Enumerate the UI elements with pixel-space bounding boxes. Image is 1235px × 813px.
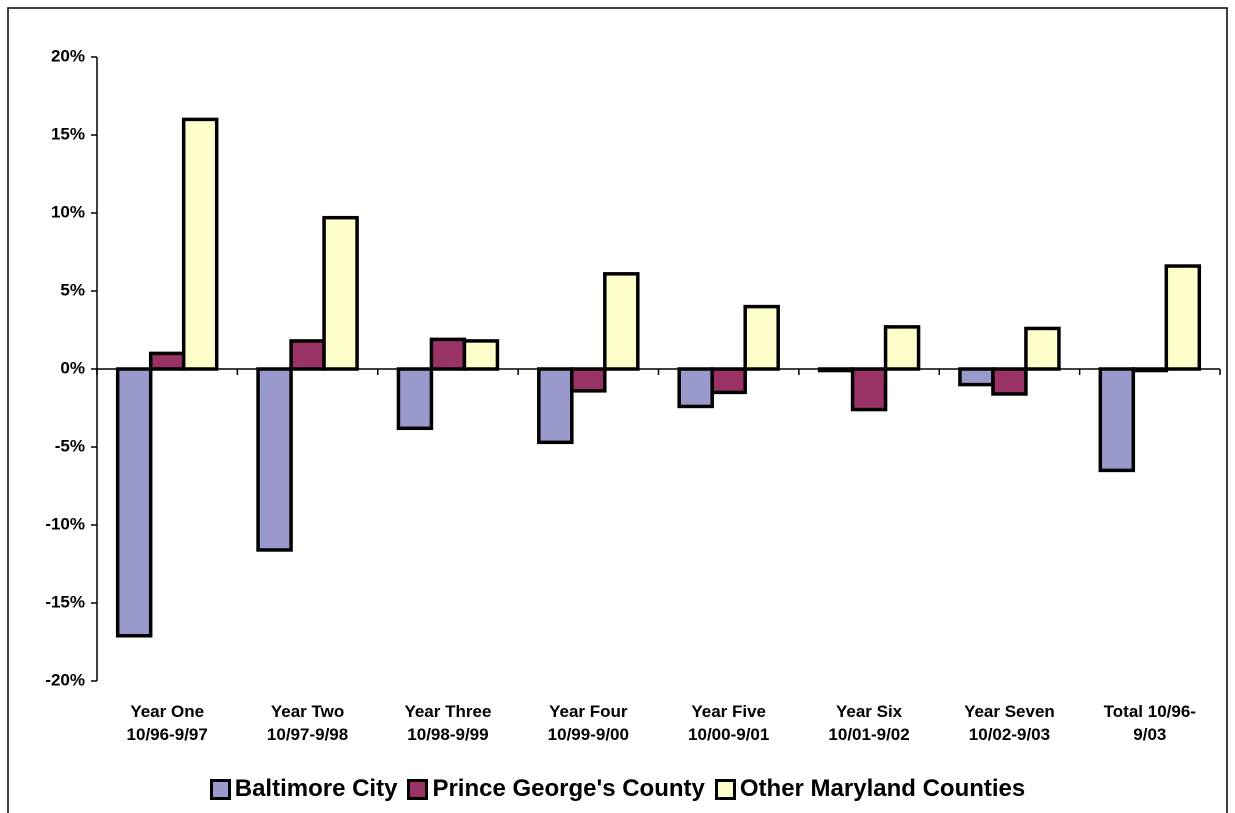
bar [148,351,186,371]
x-tick-label: Year Six 10/01-9/02 [828,702,910,744]
bar [991,367,1028,396]
bar [289,339,326,371]
legend-label: Other Maryland Counties [739,775,1026,802]
legend-item: Baltimore City [209,775,398,803]
legend-swatch [714,778,736,800]
bar [743,304,780,371]
bar [429,337,467,371]
bar [603,272,640,371]
bar [710,367,747,395]
y-tick-label: 20% [51,46,85,65]
y-tick-label: 10% [51,202,85,221]
legend-label: Prince George's County [432,775,705,802]
bar [322,215,359,371]
bar [1164,264,1202,371]
y-tick-label: 15% [51,124,85,143]
x-tick-label: Year Two 10/97-9/98 [266,702,349,744]
bar [958,367,995,387]
x-tick-label: Year Four 10/99-9/00 [547,702,629,744]
bar [1024,326,1061,371]
bar [570,367,607,393]
x-tick-label: Year Five 10/00-9/01 [688,702,770,744]
bar [1098,367,1136,473]
y-tick-label: 0% [60,358,85,377]
bar [537,367,574,445]
bar [115,367,153,638]
y-tick-label: -20% [45,670,85,689]
legend-label: Baltimore City [234,775,398,802]
legend: Baltimore City Prince George's County Othe… [0,775,1235,803]
x-tick-label: Year Seven 10/02-9/03 [964,702,1055,744]
legend-swatch [407,778,429,800]
bar [462,339,500,371]
bar [256,367,293,552]
bar [850,367,888,412]
bar [883,325,921,371]
y-tick-label: -10% [45,514,85,533]
x-tick-label: Total 10/96- 9/03 [1103,702,1196,744]
bar [677,367,714,409]
x-tick-label: Year One 10/96-9/97 [126,702,208,744]
chart-frame [7,7,1228,813]
legend-item: Other Maryland Counties [714,775,1026,803]
y-tick-label: -15% [45,592,85,611]
y-tick-label: 5% [60,280,85,299]
x-tick-label: Year Three 10/98-9/99 [404,702,492,744]
y-tick-label: -5% [55,436,85,455]
bar [181,117,219,371]
bar [396,367,434,431]
legend-swatch [209,778,231,800]
legend-item: Prince George's County [407,775,705,803]
